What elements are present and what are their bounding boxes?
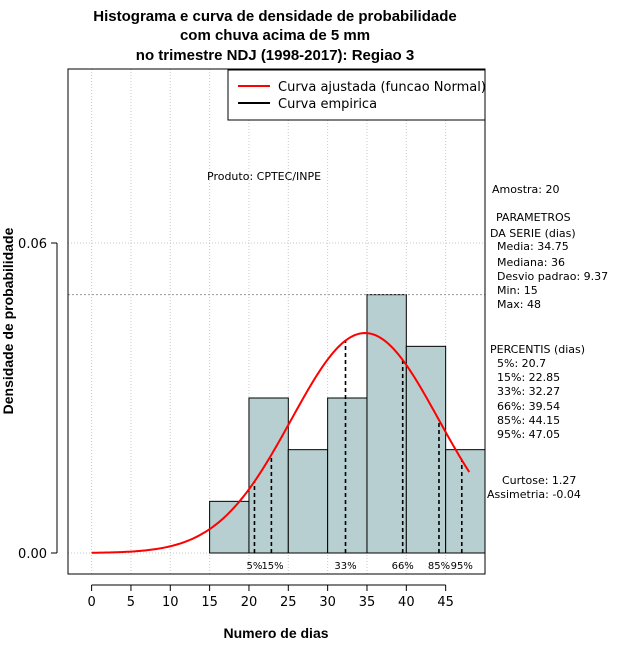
histogram-bar [287,449,329,554]
x-tick-label: 25 [280,595,297,610]
stat-curtose: Curtose: 1.27 [502,474,576,487]
stat-params-title-1: PARAMETROS [496,211,571,224]
stat-p66: 66%: 39.54 [497,400,560,413]
y-tick-label: 0.06 [18,237,47,252]
x-tick-label: 45 [437,595,454,610]
percentile-axis-label: 85% [428,561,450,572]
credit-text: Produto: CPTEC/INPE [207,170,321,183]
stat-p5: 5%: 20.7 [497,357,546,370]
legend-label-empirical: Curva empirica [278,97,377,112]
stat-desvio: Desvio padrao: 9.37 [497,270,608,283]
histogram-bar [209,500,250,554]
histogram-bars [209,294,486,554]
percentile-axis-label: 66% [392,561,414,572]
stat-p15: 15%: 22.85 [497,371,560,384]
stat-min: Min: 15 [497,284,538,297]
x-tick-label: 20 [241,595,258,610]
histogram-bar [366,294,407,554]
x-tick-label: 15 [201,595,218,610]
y-axis: 0.00 0.06 [18,237,58,562]
stat-percentis-title: PERCENTIS (dias) [490,343,585,356]
percentile-lines [253,340,463,553]
x-axis-title: Numero de dias [223,625,328,641]
stat-max: Max: 48 [497,298,541,311]
stat-sample: Amostra: 20 [492,183,559,196]
x-tick-label: 30 [319,595,336,610]
stat-assimetria: Assimetria: -0.04 [487,488,581,501]
percentile-axis-label: 95% [451,561,473,572]
chart-title-line-1: Histograma e curva de densidade de proba… [93,8,456,25]
stat-p33: 33%: 32.27 [497,385,560,398]
x-tick-label: 5 [127,595,135,610]
normal-fit-curve [91,332,471,554]
x-tick-label: 40 [398,595,415,610]
legend-label-normal: Curva ajustada (funcao Normal) [278,80,486,95]
stat-p95: 95%: 47.05 [497,428,560,441]
stats-panel: Amostra: 20 PARAMETROS DA SERIE (dias) M… [487,183,608,501]
legend-box [227,69,486,121]
percentile-axis-labels: 5% 15% 33% 66% 85% 95% [247,561,473,572]
stat-mediana: Mediana: 36 [497,256,565,269]
stat-p85: 85%: 44.15 [497,414,560,427]
percentile-axis-label: 15% [261,561,283,572]
y-tick-label: 0.00 [18,547,47,562]
histogram-bar [327,397,368,554]
plot-frame [67,68,486,575]
percentile-axis-label: 5% [247,561,263,572]
histogram-bar [248,397,289,554]
x-tick-label: 10 [162,595,179,610]
x-axis: 0 5 10 15 20 25 30 35 40 45 [87,584,454,610]
chart-title-line-3: no trimestre NDJ (1998-2017): Regiao 3 [136,47,414,64]
y-axis-title: Densidade de probabilidade [0,227,16,414]
legend: Curva ajustada (funcao Normal) Curva emp… [227,69,486,121]
x-tick-label: 35 [359,595,376,610]
percentile-axis-label: 33% [334,561,356,572]
stat-media: Media: 34.75 [497,240,569,253]
x-tick-label: 0 [87,595,95,610]
stat-params-title-2: DA SERIE (dias) [490,227,576,240]
chart-title-line-2: com chuva acima de 5 mm [180,27,370,44]
